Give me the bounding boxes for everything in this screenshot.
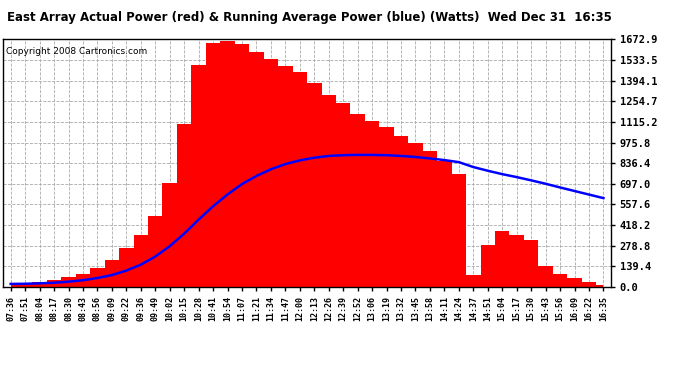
Text: Copyright 2008 Cartronics.com: Copyright 2008 Cartronics.com (6, 47, 148, 56)
Text: East Array Actual Power (red) & Running Average Power (blue) (Watts)  Wed Dec 31: East Array Actual Power (red) & Running … (7, 11, 612, 24)
